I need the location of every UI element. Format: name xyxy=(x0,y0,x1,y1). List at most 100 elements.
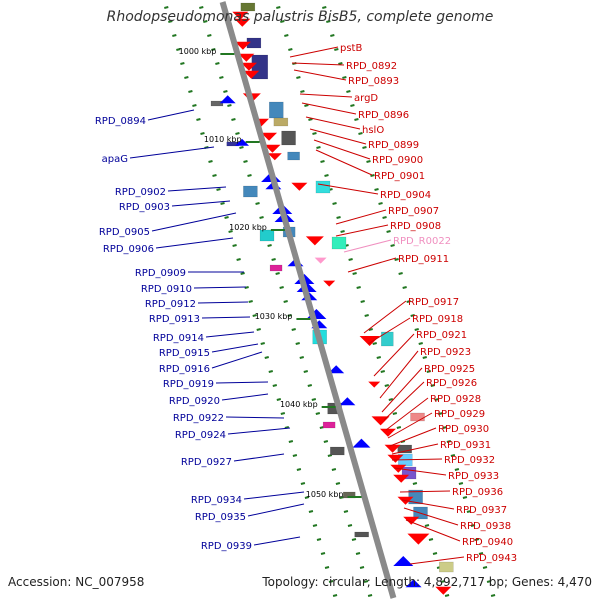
forward-gene-arrow xyxy=(368,381,381,388)
tick-mark xyxy=(315,412,321,415)
label-connector xyxy=(385,397,429,431)
tick-mark xyxy=(478,552,484,555)
gene-label: RPD_0902 xyxy=(115,187,166,198)
label-connector xyxy=(403,507,459,526)
tick-mark xyxy=(272,384,278,387)
tick-mark xyxy=(168,20,173,23)
tick-mark xyxy=(440,580,446,583)
forward-gene-arrow xyxy=(261,132,278,141)
gene-label: RPD_0923 xyxy=(420,347,471,358)
tick-mark xyxy=(248,300,253,303)
tick-mark xyxy=(295,342,300,345)
tick-mark xyxy=(382,216,387,219)
label-connector xyxy=(167,186,227,192)
label-connector xyxy=(293,69,347,81)
gene-block xyxy=(210,100,224,107)
gene-block xyxy=(354,531,369,538)
gene-label: RPD_0939 xyxy=(201,541,252,552)
tick-mark xyxy=(363,580,369,583)
gene-block xyxy=(240,2,256,12)
tick-mark xyxy=(406,300,411,303)
tick-mark xyxy=(271,258,276,261)
tick-mark xyxy=(370,174,375,177)
tick-mark xyxy=(352,272,357,275)
scale-mark-label: 1040 kbp xyxy=(280,400,318,409)
gene-label: RPD_0909 xyxy=(135,268,186,279)
tick-mark xyxy=(332,202,337,205)
label-connector xyxy=(253,536,301,546)
gene-label: RPD_0931 xyxy=(440,440,491,451)
tick-mark xyxy=(470,524,476,527)
label-connector xyxy=(291,62,345,66)
tick-mark xyxy=(335,482,341,485)
tick-mark xyxy=(350,104,355,107)
forward-gene-arrow xyxy=(264,144,281,153)
gene-label: RPD_0927 xyxy=(181,457,232,468)
tick-mark xyxy=(280,20,285,23)
tick-mark xyxy=(336,216,341,219)
label-lines xyxy=(129,46,465,565)
tick-mark xyxy=(384,384,390,387)
tick-mark xyxy=(207,34,212,37)
tick-mark xyxy=(354,118,359,121)
tick-mark xyxy=(228,230,233,233)
gene-label: RPD_0894 xyxy=(95,116,146,127)
forward-gene-arrow xyxy=(267,153,282,161)
label-connector xyxy=(309,128,367,145)
label-connector xyxy=(193,286,247,289)
tick-mark xyxy=(490,594,496,597)
tick-mark xyxy=(412,482,418,485)
gene-label: RPD_0908 xyxy=(390,221,441,232)
tick-mark xyxy=(323,440,329,443)
label-connector xyxy=(391,458,443,461)
tick-mark xyxy=(300,482,306,485)
tick-mark xyxy=(316,146,321,149)
gene-label: RPD_0933 xyxy=(448,471,499,482)
tick-mark xyxy=(346,90,351,93)
tick-mark xyxy=(366,160,371,163)
label-connector xyxy=(155,237,234,249)
tick-mark xyxy=(320,552,326,555)
gene-label: RPD_0925 xyxy=(424,364,475,375)
tick-mark xyxy=(304,496,310,499)
gene-block xyxy=(315,180,331,194)
label-connector xyxy=(301,102,357,115)
label-connector xyxy=(197,301,249,304)
tick-mark xyxy=(380,370,386,373)
label-connector xyxy=(201,316,251,319)
tick-mark xyxy=(374,188,379,191)
tick-mark xyxy=(164,6,169,9)
tick-mark xyxy=(308,510,314,513)
tick-mark xyxy=(184,76,189,79)
gene-block xyxy=(287,151,300,161)
tick-mark xyxy=(223,90,228,93)
tick-mark xyxy=(219,76,224,79)
tick-mark xyxy=(235,132,240,135)
tick-mark xyxy=(299,356,304,359)
gene-label: RPD_0896 xyxy=(358,110,409,121)
gene-label: RPD_0906 xyxy=(103,244,154,255)
gene-label: RPD_0932 xyxy=(444,455,495,466)
label-connector xyxy=(347,257,397,273)
tick-mark xyxy=(474,538,480,541)
tick-mark xyxy=(239,146,244,149)
tick-mark xyxy=(426,370,432,373)
tick-mark xyxy=(454,468,460,471)
tick-mark xyxy=(324,566,330,569)
gene-label: RPD_0892 xyxy=(346,61,397,72)
gene-label: RPD_0936 xyxy=(452,487,503,498)
tick-mark xyxy=(264,356,269,359)
tick-mark xyxy=(343,510,349,513)
gene-label: RPD_0916 xyxy=(159,364,210,375)
topology-text: Topology: circular; Length: 4,892,717 bp… xyxy=(262,575,592,589)
tick-mark xyxy=(188,90,193,93)
gene-label: RPD_0901 xyxy=(374,171,425,182)
tick-mark xyxy=(256,328,261,331)
tick-mark xyxy=(422,356,427,359)
tick-mark xyxy=(227,104,232,107)
forward-gene-arrow xyxy=(240,62,257,71)
label-connector xyxy=(405,519,461,542)
reverse-gene-arrow xyxy=(328,365,345,374)
tick-mark xyxy=(284,34,289,37)
tick-mark xyxy=(196,118,201,121)
